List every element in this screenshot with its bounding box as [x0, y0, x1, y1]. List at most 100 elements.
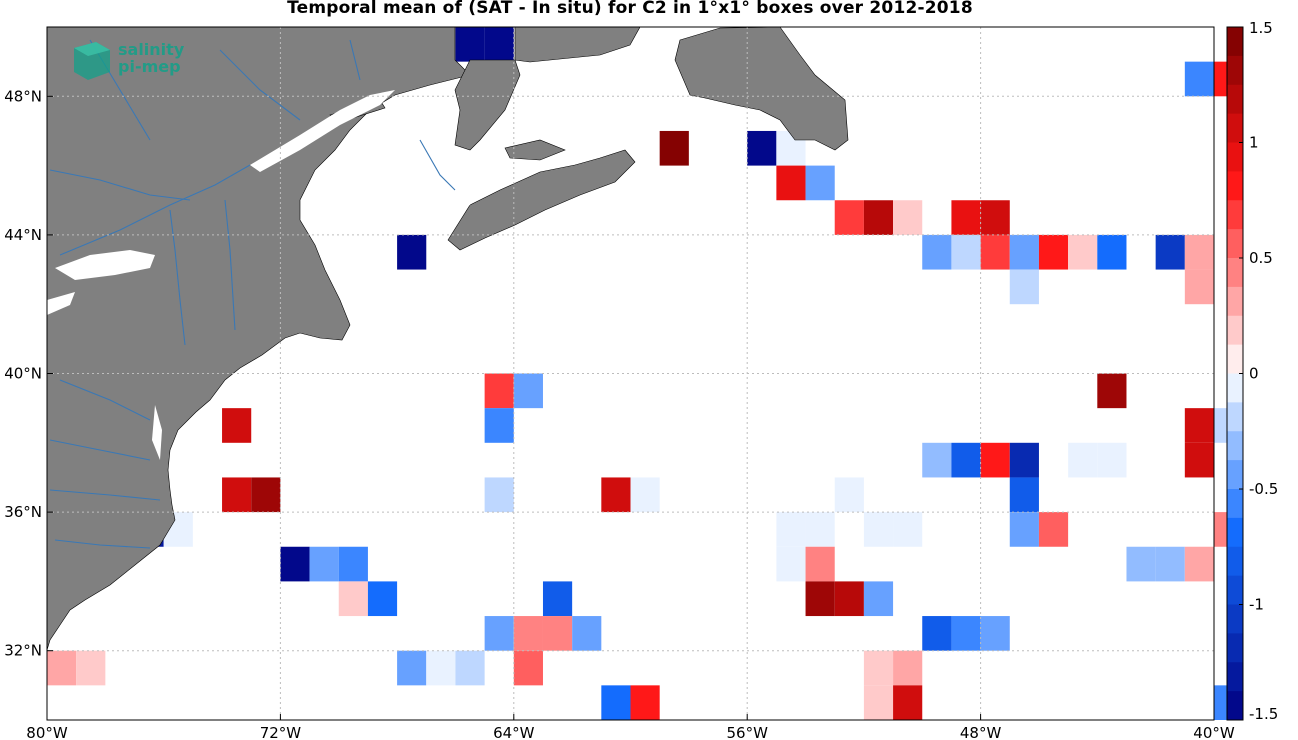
heatmap-cell	[76, 650, 106, 686]
heatmap-cell	[1009, 442, 1039, 478]
colorbar-segment	[1227, 575, 1243, 605]
colorbar-segment	[1227, 691, 1243, 721]
susquehanna-river	[59, 379, 151, 421]
colorbar-segment	[1227, 55, 1243, 86]
heatmap-cell	[1184, 408, 1214, 443]
heatmap-cell	[484, 616, 514, 651]
heatmap-cell	[1009, 234, 1039, 270]
heatmap-cell	[1009, 512, 1039, 547]
heatmap-cell	[1038, 234, 1069, 270]
heatmap-cell	[1097, 442, 1127, 478]
hudson-river	[169, 209, 186, 346]
heatmap-cell	[338, 546, 368, 582]
colorbar	[1226, 26, 1244, 721]
y-tick-label: 32°N	[4, 642, 42, 660]
heatmap-cell	[630, 477, 660, 513]
x-tick-label: 72°W	[260, 724, 302, 740]
colorbar-segment	[1227, 113, 1243, 143]
x-tick-label: 64°W	[493, 724, 535, 740]
colorbar-tick-label: -0.5	[1249, 480, 1278, 498]
heatmap-cell	[513, 650, 543, 686]
colorbar-segment	[1227, 431, 1243, 461]
heatmap-cell	[484, 27, 514, 62]
heatmap-cell	[922, 234, 952, 270]
heatmap-cell	[513, 373, 543, 409]
heatmap-cell	[484, 373, 514, 409]
map-title: Temporal mean of (SAT - In situ) for C2 …	[287, 0, 973, 18]
heatmap-cell	[542, 616, 573, 651]
heatmap-cell	[805, 512, 835, 547]
northern-river-2	[349, 39, 361, 81]
heatmap-cell	[863, 650, 894, 686]
colorbar-segment	[1227, 229, 1243, 259]
colorbar-segment	[1227, 258, 1243, 288]
heatmap-cell	[1038, 512, 1069, 547]
heatmap-cell	[484, 408, 514, 443]
heatmap-cell	[980, 442, 1010, 478]
heatmap-cell	[1068, 442, 1098, 478]
heatmap-cell	[893, 512, 923, 547]
labrador-land	[514, 26, 641, 63]
colorbar-segment	[1227, 200, 1243, 230]
heatmap-cell	[1009, 269, 1039, 305]
pimep-logo: salinity pi-mep	[70, 40, 210, 86]
lake-ontario	[55, 250, 155, 280]
y-tick-label: 40°N	[4, 365, 42, 383]
logo-line-1: salinity	[118, 40, 185, 59]
heatmap-cell	[455, 27, 485, 62]
heatmap-cell	[630, 685, 660, 720]
heatmap-cell	[309, 546, 339, 582]
heatmap-cell	[951, 234, 981, 270]
heatmap-cell	[1184, 442, 1214, 478]
x-tick-label: 80°W	[26, 724, 68, 740]
rivers	[49, 39, 456, 549]
james-river	[49, 489, 161, 501]
colorbar-segment	[1227, 286, 1243, 317]
heatmap-cell	[397, 234, 427, 270]
north-america-land	[46, 26, 471, 651]
heatmap-cell	[951, 616, 981, 651]
heatmap-cell	[222, 477, 252, 513]
colorbar-segment	[1227, 344, 1243, 374]
y-tick-label: 36°N	[4, 503, 42, 521]
colorbar-segment	[1227, 84, 1243, 115]
heatmap-cell	[805, 165, 835, 201]
colorbar-tick-label: 0.5	[1249, 249, 1273, 267]
heatmap-cell	[601, 685, 631, 720]
heatmap-cell	[951, 200, 981, 235]
heatmap-cell	[367, 581, 398, 617]
x-axis-ticks: 80°W 72°W 64°W 56°W 48°W 40°W	[26, 714, 1235, 740]
heatmap-cell	[1097, 234, 1127, 270]
heatmap-cell	[1184, 234, 1214, 270]
lake-erie	[47, 292, 75, 315]
heatmap-cell	[893, 685, 923, 720]
colorbar-segment	[1227, 489, 1243, 519]
heatmap-cell	[455, 650, 485, 686]
heatmap-cell	[397, 650, 427, 686]
heatmap-cell	[222, 408, 252, 443]
x-tick-label: 40°W	[1193, 724, 1235, 740]
heatmap-cell	[1184, 269, 1214, 305]
colorbar-segment	[1227, 460, 1243, 490]
heatmap-cell	[805, 581, 835, 617]
heatmap-cell	[542, 581, 573, 617]
colorbar-tick-label: -1.5	[1249, 705, 1278, 723]
colorbar-segment	[1227, 604, 1243, 634]
heatmap-cell	[1155, 234, 1185, 270]
heatmap-cell	[980, 234, 1010, 270]
colorbar-tick-label: 0	[1249, 365, 1259, 383]
heatmap-cell	[1184, 546, 1214, 582]
colorbar-segment	[1227, 517, 1243, 548]
colorbar-segment	[1227, 373, 1243, 403]
prince-edward-island-land	[504, 139, 566, 161]
colorbar-ticks: 1.5 1 0.5 0 -0.5 -1 -1.5	[1239, 19, 1278, 723]
heatmap-cell	[426, 650, 456, 686]
colorbar-segment	[1227, 633, 1243, 663]
heatmap-cell	[659, 130, 689, 166]
heatmap-cell	[863, 512, 894, 547]
x-tick-label: 56°W	[726, 724, 768, 740]
y-tick-label: 44°N	[4, 226, 42, 244]
newfoundland-land	[674, 26, 849, 151]
heatmap-cell	[893, 650, 923, 686]
colorbar-segment	[1227, 171, 1243, 201]
